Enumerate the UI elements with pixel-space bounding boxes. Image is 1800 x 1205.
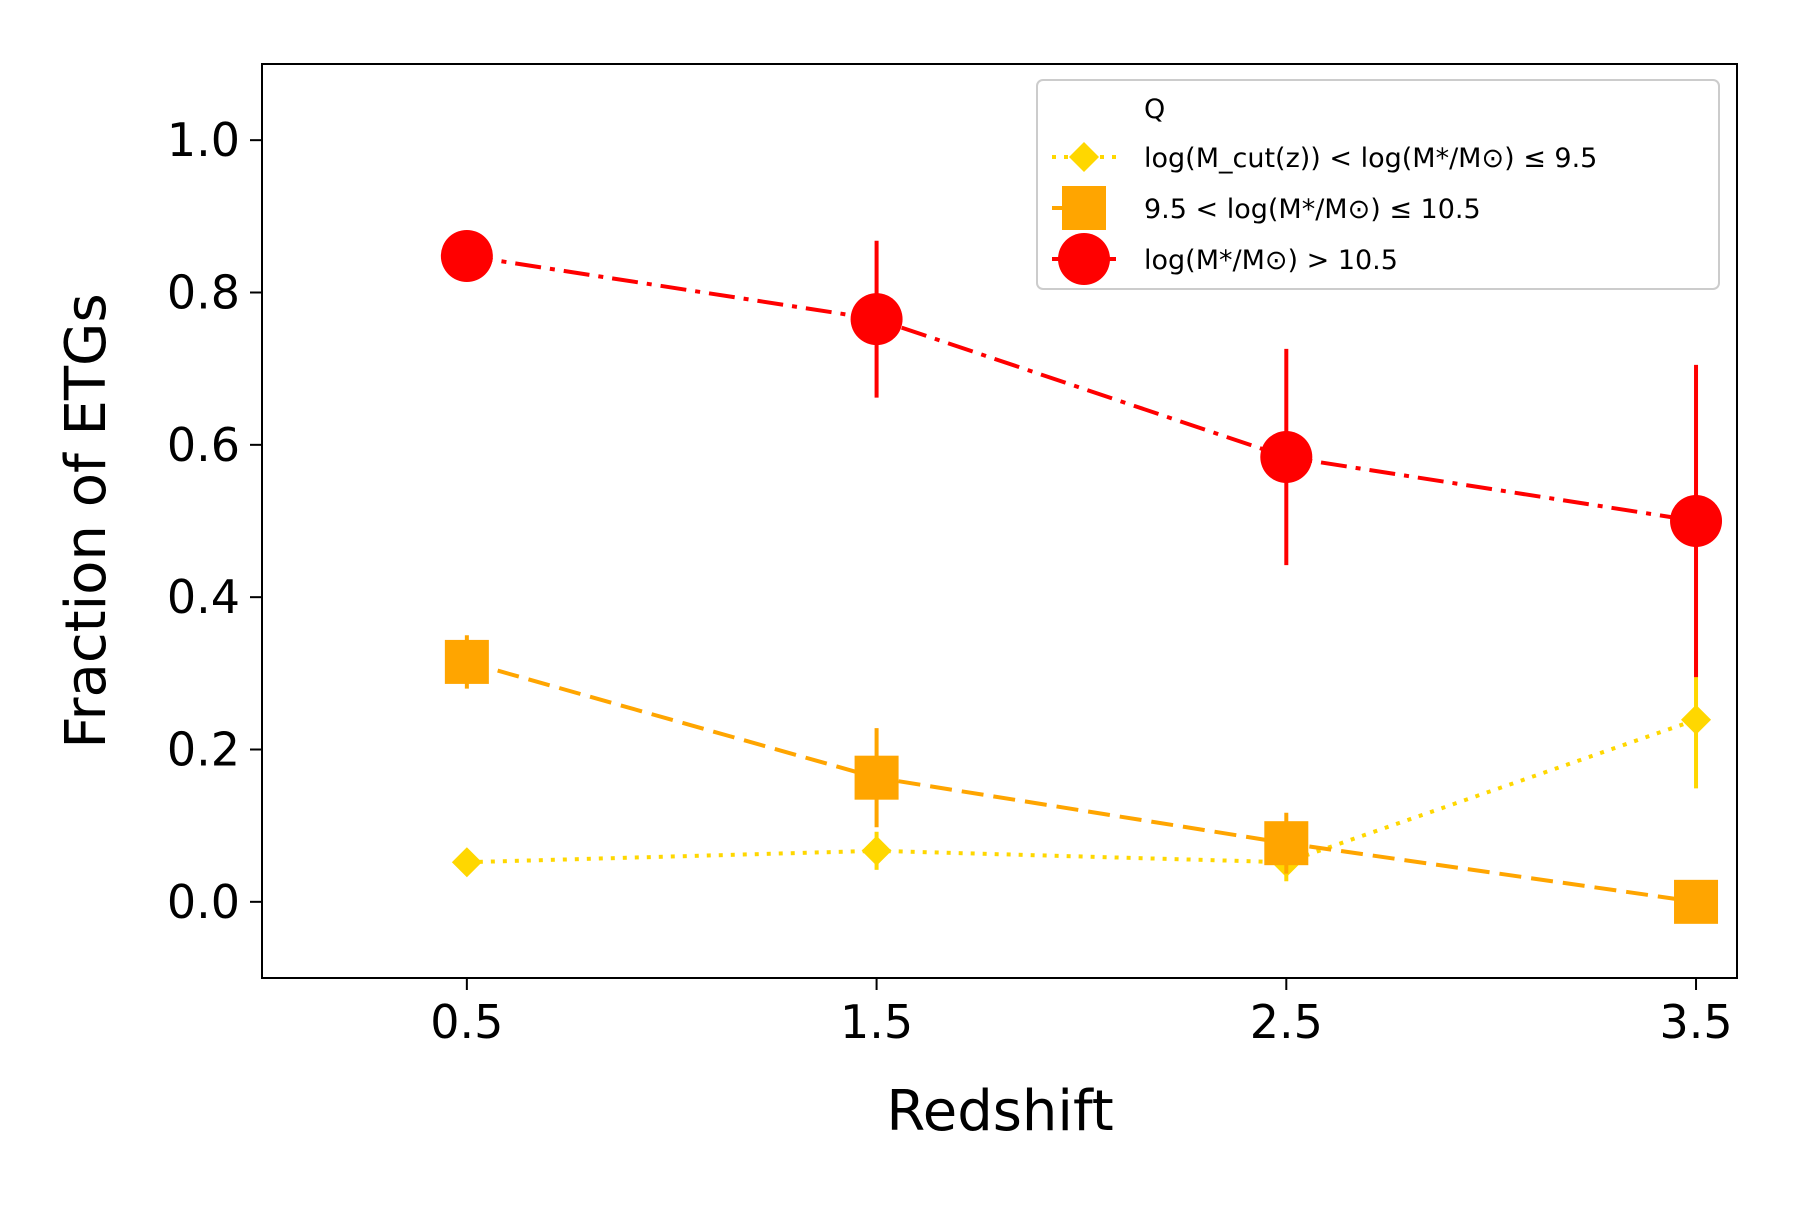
legend-label: log(M*/M⊙) > 10.5: [1144, 245, 1398, 276]
legend-item-3: log(M*/M⊙) > 10.5: [1052, 233, 1398, 285]
plot-frame: [261, 63, 1738, 979]
data-point: [1681, 704, 1712, 735]
data-point: [861, 835, 892, 866]
data-point: [1260, 431, 1313, 484]
legend-title: Q: [1144, 94, 1165, 125]
y-tick-label: 0.2: [167, 723, 240, 777]
legend-item-1: log(M_cut(z)) < log(M*/M⊙) ≤ 9.5: [1052, 142, 1597, 174]
data-point: [444, 639, 489, 684]
legend-marker: [1062, 186, 1106, 230]
data-point: [1670, 495, 1723, 547]
series-2: [444, 635, 1719, 924]
x-tick-label: 0.5: [430, 995, 503, 1049]
data-point: [850, 293, 903, 346]
y-tick-label: 0.0: [167, 875, 240, 929]
x-axis-title: Redshift: [886, 1079, 1113, 1144]
x-tick-label: 3.5: [1659, 995, 1732, 1049]
y-tick-label: 0.4: [167, 570, 240, 624]
series-line: [466, 659, 1697, 904]
axis-layer: 0.5 1.5 2.5 3.5 0.0 0.2 0.4 0.6 0.8 1.0: [167, 113, 1733, 1049]
y-tick-label: 1.0: [167, 113, 240, 167]
data-point: [854, 755, 899, 800]
series-3: [440, 229, 1723, 678]
y-tick-label: 0.8: [167, 266, 240, 320]
series-line: [466, 253, 1697, 523]
data-point: [451, 847, 482, 878]
legend-frame: [1036, 79, 1720, 290]
data-point: [440, 229, 493, 282]
legend-item-2: 9.5 < log(M*/M⊙) ≤ 10.5: [1052, 186, 1481, 230]
data-point: [1264, 821, 1309, 866]
data-layer: [440, 229, 1723, 924]
legend-marker: [1069, 142, 1099, 172]
series-line: [466, 717, 1697, 865]
legend: Q log(M_cut(z)) < log(M*/M⊙) ≤ 9.5 9.5 < …: [1036, 79, 1720, 290]
x-tick-label: 1.5: [840, 995, 913, 1049]
data-point: [1674, 879, 1719, 924]
legend-marker: [1058, 233, 1110, 285]
y-axis-title: Fraction of ETGs: [54, 293, 119, 748]
x-tick-label: 2.5: [1250, 995, 1323, 1049]
legend-label: log(M_cut(z)) < log(M*/M⊙) ≤ 9.5: [1144, 143, 1597, 174]
y-tick-label: 0.6: [167, 418, 240, 472]
legend-label: 9.5 < log(M*/M⊙) ≤ 10.5: [1144, 194, 1481, 225]
